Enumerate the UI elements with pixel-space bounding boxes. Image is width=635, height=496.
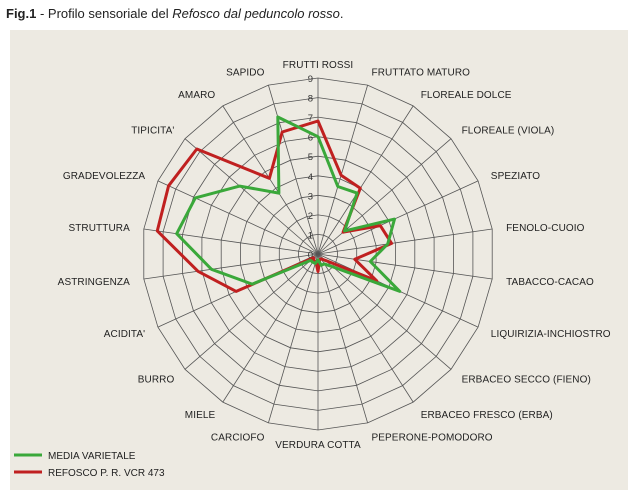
category-label: ERBACEO SECCO (FIENO) [462, 374, 591, 385]
category-label: LIQUIRIZIA-INCHIOSTRO [491, 329, 611, 340]
tick-label: 3 [308, 191, 313, 202]
category-label: FLOREALE (VIOLA) [462, 126, 555, 137]
spoke-20 [222, 105, 319, 255]
spoke-1 [317, 84, 368, 255]
tick-label: 1 [308, 230, 313, 241]
caption-separator: - [36, 6, 48, 21]
category-label: GRADEVOLEZZA [63, 171, 146, 182]
radar-ticks: 0 1 2 3 4 5 6 7 8 9 [308, 74, 313, 261]
spoke-16 [143, 253, 319, 280]
category-label: TIPICITA' [131, 126, 174, 137]
figure-caption: Fig.1 - Profilo sensoriale del Refosco d… [6, 6, 344, 21]
tick-label: 2 [308, 211, 313, 222]
category-label: FRUTTI ROSSI [283, 60, 354, 71]
series-line-0 [175, 115, 402, 293]
category-label: FENOLO-CUOIO [506, 223, 585, 234]
figure-number: Fig.1 [6, 6, 37, 21]
spoke-13 [222, 253, 319, 403]
caption-end: . [339, 6, 344, 21]
category-label: ERBACEO FRESCO (ERBA) [421, 410, 553, 421]
caption-text: Profilo sensoriale del [47, 6, 173, 21]
category-label: ASTRINGENZA [58, 277, 130, 288]
tick-label: 8 [308, 94, 313, 105]
spoke-21 [268, 84, 319, 255]
tick-label: 5 [308, 152, 313, 163]
radar-category-labels: FRUTTI ROSSI FRUTTATO MATURO FLOREALE DOLC… [58, 60, 611, 451]
spoke-17 [143, 228, 319, 255]
series-line-1 [155, 119, 394, 293]
category-label: SPEZIATO [491, 171, 540, 182]
radar-chart: 0 1 2 3 4 5 6 7 8 9 FRUTTI ROSSI FRUTTATO MATURO FL… [14, 60, 611, 479]
spoke-2 [317, 105, 414, 255]
spoke-8 [317, 253, 452, 370]
spoke-12 [268, 253, 319, 424]
category-label: TABACCO-CACAO [506, 277, 594, 288]
spoke-4 [317, 180, 479, 255]
spoke-14 [184, 253, 319, 370]
radar-series [155, 115, 402, 293]
caption-italic: Refosco dal peduncolo rosso [172, 6, 340, 21]
spoke-18 [157, 180, 319, 255]
category-label: VERDURA COTTA [275, 440, 361, 451]
chart-legend: MEDIA VARIETALE REFOSCO P. R. VCR 473 [14, 451, 165, 479]
spoke-9 [317, 253, 414, 403]
category-label: PEPERONE-POMODORO [372, 432, 493, 443]
chart-panel: 0 1 2 3 4 5 6 7 8 9 FRUTTI ROSSI FRUTTATO MATURO FL… [10, 30, 628, 490]
category-label: SAPIDO [226, 68, 265, 79]
legend-label-0: MEDIA VARIETALE [48, 451, 136, 462]
tick-label: 9 [308, 74, 313, 85]
category-label: MIELE [185, 410, 216, 421]
spoke-5 [317, 228, 493, 255]
category-label: CARCIOFO [211, 432, 265, 443]
spoke-10 [317, 253, 368, 424]
category-label: AMARO [178, 90, 215, 101]
tick-label: 7 [308, 113, 313, 124]
spoke-6 [317, 253, 493, 280]
legend-label-1: REFOSCO P. R. VCR 473 [48, 468, 165, 479]
category-label: FRUTTATO MATURO [372, 68, 471, 79]
tick-label: 6 [308, 133, 313, 144]
category-label: ACIDITA' [104, 329, 145, 340]
category-label: BURRO [138, 374, 175, 385]
spoke-3 [317, 138, 452, 255]
spoke-19 [184, 138, 319, 255]
category-label: STRUTTURA [68, 223, 130, 234]
category-label: FLOREALE DOLCE [421, 90, 512, 101]
tick-label: 0 [308, 250, 313, 261]
tick-label: 4 [308, 172, 313, 183]
